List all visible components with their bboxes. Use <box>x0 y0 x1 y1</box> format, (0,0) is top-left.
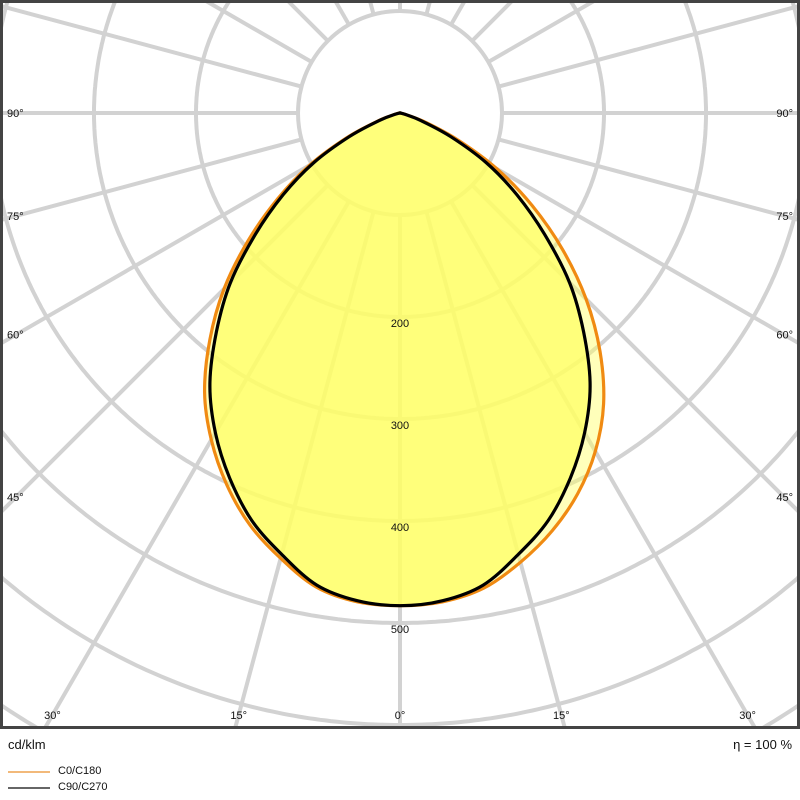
grid-spoke-300 <box>0 162 313 346</box>
legend-item-c90-c270: C90/C270 <box>8 781 108 794</box>
grid-ring-500 <box>0 426 800 625</box>
grid-spoke-255 <box>0 3 303 89</box>
polar-intensity-chart: 200 300 400 500 90° 90° 75° 75° 60° 60° 45° 45° 30° 1… <box>0 0 800 729</box>
legend-swatch-orange <box>8 770 50 773</box>
radial-tick-label-500: 500 <box>391 624 409 636</box>
angle-label-left-60: 60° <box>7 330 24 342</box>
grid-ring-600 <box>0 573 800 727</box>
grid-spoke-210 <box>333 0 351 26</box>
angle-label-bottom--30: 30° <box>44 710 61 722</box>
grid-spoke-135 <box>470 0 515 43</box>
intensity-curves <box>202 111 606 608</box>
angle-label-left-90: 90° <box>7 108 24 120</box>
angle-label-right-75: 75° <box>776 211 793 223</box>
angle-label-bottom-30: 30° <box>739 710 756 722</box>
grid-spoke-75 <box>497 137 800 223</box>
unit-label: cd/klm <box>8 737 46 752</box>
plot-frame <box>0 0 800 729</box>
angle-label-bottom-15: 15° <box>553 710 570 722</box>
angle-label-left-45: 45° <box>7 492 24 504</box>
legend-item-c0-c180: C0/C180 <box>8 765 101 778</box>
grid-spoke-60 <box>487 162 800 346</box>
angle-label-left-75: 75° <box>7 211 24 223</box>
grid-ring-700 <box>0 703 800 729</box>
grid-spoke-105 <box>497 3 800 89</box>
angle-label-bottom--15: 15° <box>230 710 247 722</box>
angle-label-right-60: 60° <box>776 330 793 342</box>
curve-fill-c90-c270 <box>209 112 591 606</box>
axis-labels: 200 300 400 500 90° 90° 75° 75° 60° 60° 45° 45° 30° 1… <box>7 108 793 722</box>
legend-swatch-black <box>8 786 50 789</box>
grid-spoke-225 <box>285 0 330 43</box>
grid-spoke-285 <box>0 137 303 223</box>
legend-label: C90/C270 <box>58 781 108 793</box>
angle-label-bottom-0: 0° <box>395 710 406 722</box>
radial-tick-label-300: 300 <box>391 420 409 432</box>
efficiency-label: η = 100 % <box>733 737 792 752</box>
grid-spoke-120 <box>487 0 597 64</box>
grid-spoke-150 <box>449 0 467 26</box>
angle-label-right-90: 90° <box>776 108 793 120</box>
legend-label: C0/C180 <box>58 765 102 777</box>
radial-tick-label-400: 400 <box>391 522 409 534</box>
angle-label-right-45: 45° <box>776 492 793 504</box>
grid-spoke-240 <box>203 0 313 64</box>
curve-c90-c270 <box>208 111 592 608</box>
radial-tick-label-200: 200 <box>391 318 409 330</box>
